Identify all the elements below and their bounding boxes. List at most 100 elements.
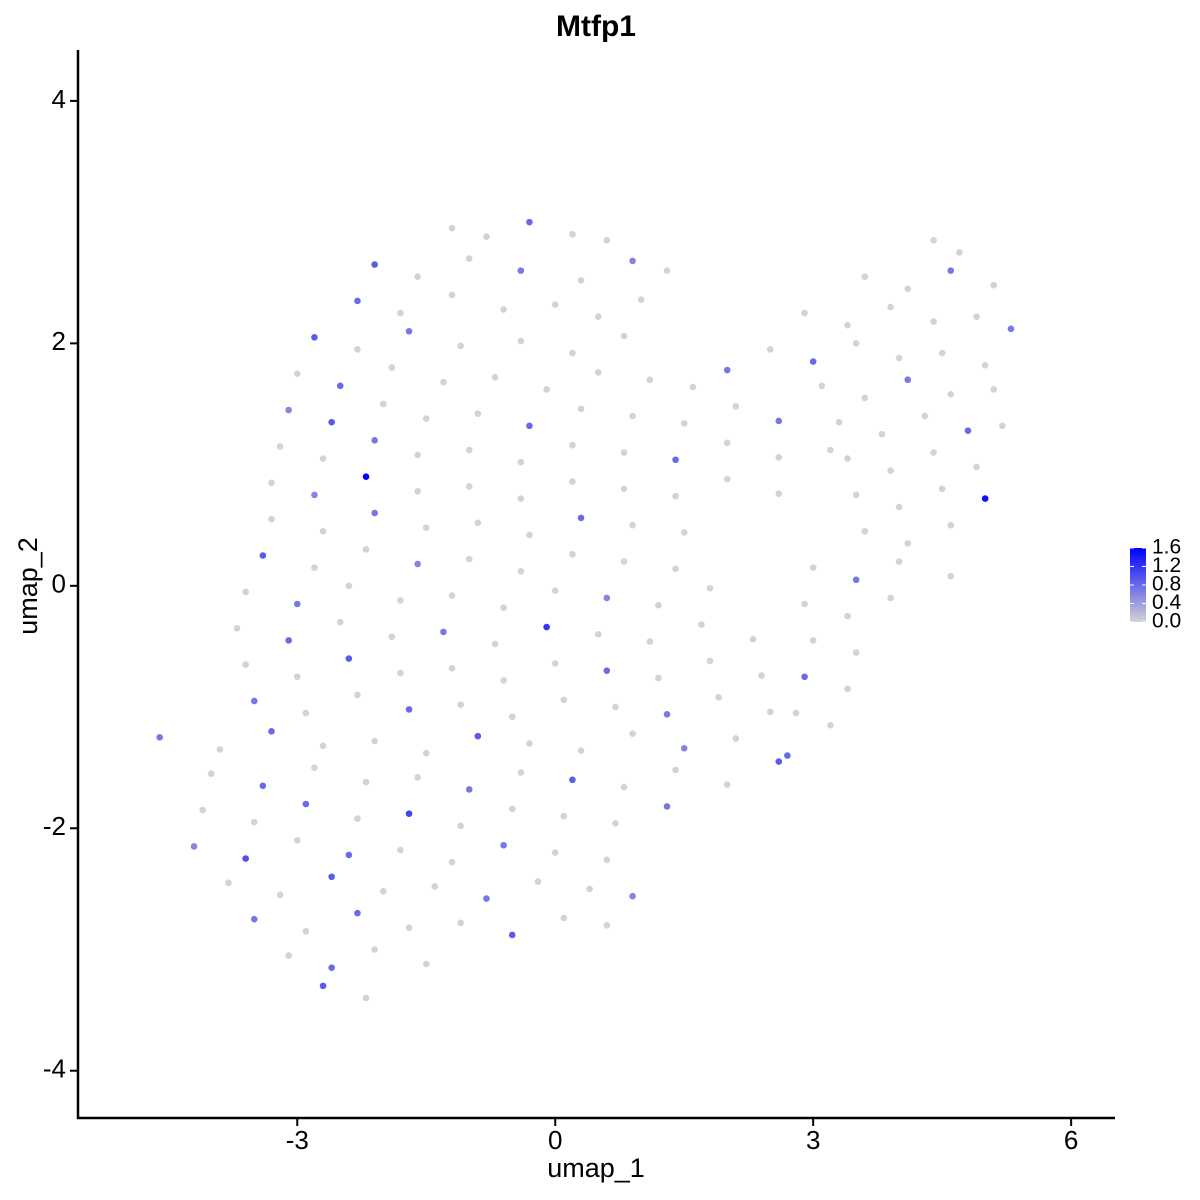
point bbox=[526, 218, 533, 226]
point bbox=[517, 267, 525, 274]
point bbox=[311, 764, 318, 771]
point bbox=[594, 313, 602, 320]
point bbox=[577, 405, 585, 413]
points bbox=[156, 218, 1015, 1002]
point bbox=[397, 846, 404, 854]
point bbox=[293, 673, 301, 681]
point bbox=[732, 403, 740, 410]
point bbox=[603, 667, 611, 674]
point bbox=[285, 406, 292, 414]
point bbox=[285, 637, 292, 644]
point bbox=[672, 492, 679, 500]
point bbox=[973, 313, 980, 320]
point bbox=[250, 697, 258, 705]
point bbox=[809, 358, 817, 365]
point bbox=[569, 550, 576, 558]
point bbox=[448, 592, 456, 599]
point bbox=[749, 635, 757, 643]
point bbox=[551, 587, 559, 594]
point bbox=[569, 776, 576, 784]
point bbox=[457, 822, 464, 830]
point bbox=[861, 273, 869, 280]
point bbox=[345, 582, 353, 590]
point bbox=[543, 386, 550, 393]
point bbox=[293, 370, 301, 377]
point bbox=[311, 334, 318, 341]
point bbox=[663, 803, 671, 810]
point bbox=[723, 475, 731, 483]
point bbox=[302, 800, 310, 808]
point bbox=[672, 565, 679, 573]
point bbox=[422, 960, 430, 968]
point bbox=[999, 422, 1006, 430]
point bbox=[775, 758, 783, 765]
point bbox=[207, 770, 215, 778]
point bbox=[852, 491, 860, 499]
point bbox=[405, 327, 413, 335]
point bbox=[474, 519, 482, 527]
point bbox=[225, 879, 232, 887]
point bbox=[603, 594, 611, 602]
point bbox=[732, 735, 740, 742]
point bbox=[491, 640, 499, 648]
point bbox=[354, 691, 361, 699]
point bbox=[852, 649, 860, 656]
point bbox=[594, 631, 602, 638]
point bbox=[698, 621, 705, 628]
point bbox=[655, 674, 662, 682]
point bbox=[190, 843, 198, 850]
point bbox=[311, 564, 318, 571]
point bbox=[414, 451, 421, 459]
point bbox=[809, 637, 817, 644]
point bbox=[938, 349, 946, 357]
point bbox=[259, 782, 267, 790]
point bbox=[784, 752, 791, 759]
point bbox=[362, 546, 370, 553]
point bbox=[517, 769, 525, 776]
colorbar-tick-label: 0.8 bbox=[1152, 573, 1181, 596]
point bbox=[775, 490, 783, 497]
point bbox=[517, 495, 525, 502]
point bbox=[620, 449, 628, 456]
point bbox=[603, 921, 611, 929]
point bbox=[500, 306, 507, 313]
y-tick-label: 4 bbox=[52, 84, 66, 114]
point bbox=[354, 297, 361, 305]
point bbox=[517, 567, 525, 575]
point bbox=[508, 805, 516, 813]
point bbox=[990, 281, 998, 289]
point bbox=[293, 600, 301, 608]
point bbox=[457, 919, 464, 927]
point bbox=[852, 340, 860, 347]
point bbox=[543, 623, 550, 631]
point bbox=[620, 558, 628, 565]
point bbox=[242, 661, 249, 668]
point bbox=[620, 485, 628, 493]
point bbox=[526, 531, 533, 539]
point bbox=[637, 296, 645, 304]
y-tick-label: 0 bbox=[52, 569, 66, 599]
point bbox=[199, 806, 206, 814]
point bbox=[319, 527, 327, 535]
point bbox=[534, 878, 542, 885]
point bbox=[895, 558, 903, 565]
point bbox=[371, 737, 378, 745]
point bbox=[397, 309, 404, 317]
point bbox=[448, 224, 456, 232]
point bbox=[775, 454, 783, 461]
point bbox=[354, 815, 361, 822]
x-tick-label: 0 bbox=[548, 1125, 562, 1155]
point bbox=[491, 374, 499, 381]
point bbox=[465, 446, 473, 454]
point bbox=[465, 255, 473, 262]
point bbox=[672, 456, 679, 464]
point bbox=[483, 895, 490, 902]
point bbox=[500, 841, 507, 849]
point bbox=[689, 383, 697, 391]
point bbox=[457, 701, 464, 708]
point bbox=[723, 366, 731, 374]
point bbox=[801, 600, 808, 608]
point bbox=[715, 694, 722, 701]
point bbox=[268, 727, 275, 735]
